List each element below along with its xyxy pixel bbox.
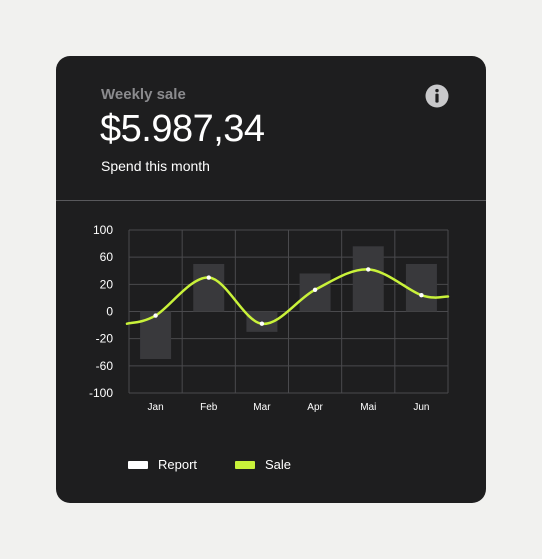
legend-sale: Sale xyxy=(235,457,291,472)
y-tick-label: 60 xyxy=(100,250,114,264)
y-tick-label: -60 xyxy=(96,359,114,373)
info-circle-icon[interactable] xyxy=(425,84,449,108)
card-subtitle: Weekly sale xyxy=(101,86,186,103)
report-bar xyxy=(140,311,172,360)
y-tick-label: -100 xyxy=(89,386,113,400)
y-tick-label: 100 xyxy=(93,223,113,237)
sale-point xyxy=(366,267,371,272)
x-tick-label: Mai xyxy=(360,402,376,413)
sales-chart: 100 60 20 0 -20 -60 -100 Jan Feb Mar Apr Mai Jun xyxy=(89,223,450,413)
x-tick-label: Feb xyxy=(200,402,218,413)
x-tick-label: Jan xyxy=(148,402,164,413)
legend-sale-label: Sale xyxy=(265,457,292,472)
y-tick-label: 0 xyxy=(106,305,113,319)
report-bar xyxy=(193,263,225,312)
legend-report-label: Report xyxy=(158,457,198,472)
x-tick-label: Jun xyxy=(413,402,429,413)
legend-report-swatch xyxy=(128,460,148,469)
x-tick-label: Mar xyxy=(253,402,271,413)
weekly-sale-card: Weekly sale $5.987,34 Spend this month 1… xyxy=(56,56,486,503)
report-bar xyxy=(405,263,437,312)
sale-point xyxy=(259,321,265,326)
sale-amount: $5.987,34 xyxy=(100,108,265,150)
y-tick-label: 20 xyxy=(100,277,114,291)
report-bar xyxy=(352,246,384,312)
y-tick-label: -20 xyxy=(96,332,114,346)
sale-point xyxy=(153,313,158,318)
sale-point xyxy=(206,275,211,280)
report-bar xyxy=(299,273,331,312)
amount-caption: Spend this month xyxy=(101,158,210,174)
legend-sale-swatch xyxy=(235,460,255,469)
legend-report: Report xyxy=(128,457,197,472)
divider xyxy=(56,200,486,201)
sale-point xyxy=(419,293,424,298)
sale-point xyxy=(312,287,318,292)
sale-line xyxy=(125,268,450,325)
x-tick-label: Apr xyxy=(307,402,323,413)
